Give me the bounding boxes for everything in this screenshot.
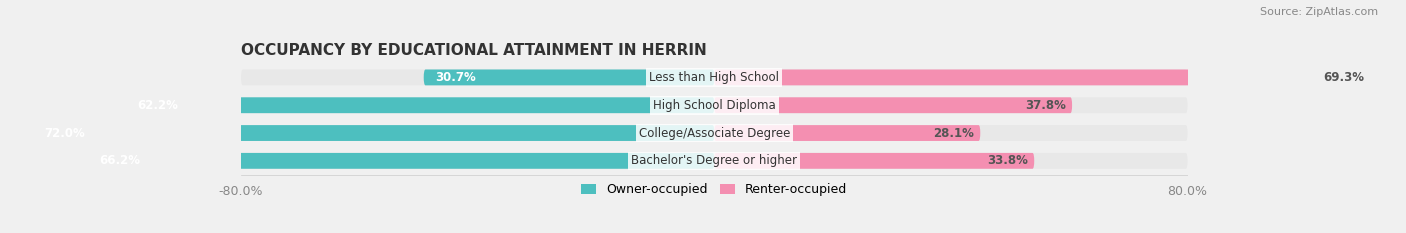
FancyBboxPatch shape — [423, 69, 714, 85]
Text: Bachelor's Degree or higher: Bachelor's Degree or higher — [631, 154, 797, 167]
Text: College/Associate Degree: College/Associate Degree — [638, 127, 790, 140]
Text: 33.8%: 33.8% — [987, 154, 1028, 167]
Legend: Owner-occupied, Renter-occupied: Owner-occupied, Renter-occupied — [581, 183, 848, 196]
Text: 72.0%: 72.0% — [45, 127, 86, 140]
Text: 30.7%: 30.7% — [436, 71, 477, 84]
Text: 66.2%: 66.2% — [100, 154, 141, 167]
FancyBboxPatch shape — [714, 69, 1371, 85]
FancyBboxPatch shape — [714, 153, 1035, 169]
Text: 37.8%: 37.8% — [1025, 99, 1066, 112]
FancyBboxPatch shape — [240, 153, 1188, 169]
Text: 28.1%: 28.1% — [934, 127, 974, 140]
FancyBboxPatch shape — [714, 125, 980, 141]
FancyBboxPatch shape — [240, 97, 1188, 113]
FancyBboxPatch shape — [714, 97, 1073, 113]
FancyBboxPatch shape — [32, 125, 714, 141]
FancyBboxPatch shape — [125, 97, 714, 113]
Text: Less than High School: Less than High School — [650, 71, 779, 84]
FancyBboxPatch shape — [240, 125, 1188, 141]
Text: 62.2%: 62.2% — [138, 99, 179, 112]
Text: Source: ZipAtlas.com: Source: ZipAtlas.com — [1260, 7, 1378, 17]
Text: OCCUPANCY BY EDUCATIONAL ATTAINMENT IN HERRIN: OCCUPANCY BY EDUCATIONAL ATTAINMENT IN H… — [240, 43, 707, 58]
Text: High School Diploma: High School Diploma — [652, 99, 776, 112]
FancyBboxPatch shape — [240, 69, 1188, 85]
Text: 69.3%: 69.3% — [1323, 71, 1364, 84]
FancyBboxPatch shape — [87, 153, 714, 169]
